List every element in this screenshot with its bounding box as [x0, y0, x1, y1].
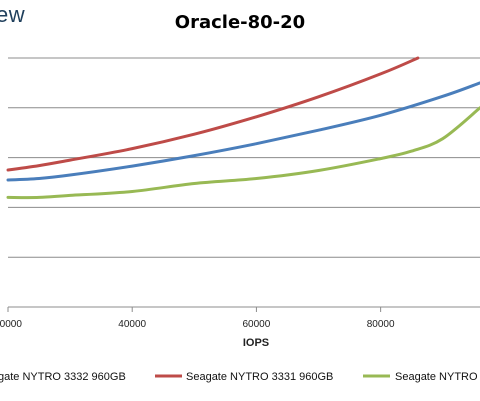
- x-axis-title: IOPS: [243, 337, 269, 349]
- legend: gate NYTRO 3332 960GB Seagate NYTRO 3331 …: [0, 371, 478, 383]
- series-lines: [6, 56, 480, 200]
- legend-label: gate NYTRO 3332 960GB: [0, 371, 126, 383]
- axes: [7, 306, 480, 312]
- legend-label: Seagate NYTRO 3331 960GB: [186, 371, 333, 383]
- x-tick-label: 40000: [118, 319, 146, 330]
- series-line-2: [6, 56, 420, 172]
- legend-label: Seagate NYTRO: [395, 371, 478, 383]
- series-line-1: [6, 81, 480, 182]
- series-line-3: [6, 106, 480, 200]
- brand-logo-text: ew: [0, 2, 26, 27]
- chart-title: Oracle-80-20: [174, 12, 306, 33]
- x-tick-label: 60000: [243, 319, 271, 330]
- x-tick-label: 80000: [367, 319, 395, 330]
